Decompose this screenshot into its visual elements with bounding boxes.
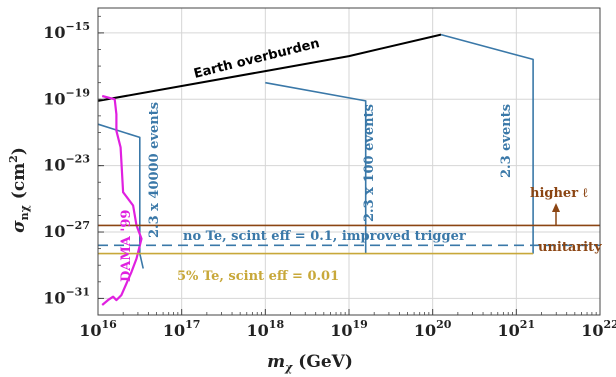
x-tick-label: 1020 bbox=[414, 318, 452, 340]
ticks: 1016 1017 1018 1019 1020 1021 1022 10−31 10−27 10… bbox=[43, 15, 616, 340]
events-100-label: 2.3 x 100 events bbox=[362, 104, 377, 222]
series-line-dama-99 bbox=[101, 94, 143, 306]
y-axis-title: σnχ (cm2) bbox=[7, 147, 31, 233]
x-tick-label: 1016 bbox=[79, 318, 117, 340]
grid bbox=[97, 8, 601, 315]
events-40000-label: 2.3 x 40000 events bbox=[147, 102, 162, 238]
y-tick-label: 10−31 bbox=[43, 285, 90, 307]
y-tick-label: 10−19 bbox=[43, 86, 90, 108]
earth-overburden-label: Earth overburden bbox=[192, 36, 321, 82]
x-axis-title: mχ (GeV) bbox=[267, 352, 353, 374]
higher-l-arrow bbox=[552, 203, 560, 226]
unitarity-label: unitarity bbox=[538, 240, 602, 255]
series-line-2-3-x-40000-events bbox=[97, 123, 144, 269]
y-tick-label: 10−23 bbox=[43, 153, 90, 175]
x-tick-label: 1017 bbox=[163, 318, 201, 340]
x-tick-label: 1022 bbox=[581, 318, 616, 340]
x-tick-label: 1021 bbox=[498, 318, 536, 340]
dama-label: DAMA '99 bbox=[119, 210, 134, 282]
series-layer bbox=[97, 33, 600, 306]
five-te-label: 5% Te, scint eff = 0.01 bbox=[177, 269, 339, 284]
higher-l-label: higher ℓ bbox=[530, 186, 588, 201]
events-1-label: 2.3 events bbox=[499, 104, 514, 178]
series-line-earth-overburden bbox=[97, 33, 442, 102]
x-tick-label: 1018 bbox=[247, 318, 285, 340]
no-te-label: no Te, scint eff = 0.1, improved trigger bbox=[183, 229, 466, 244]
x-tick-label: 1019 bbox=[330, 318, 368, 340]
y-tick-label: 10−27 bbox=[43, 219, 90, 241]
series-line-2-3-events bbox=[440, 33, 534, 254]
y-tick-label: 10−15 bbox=[43, 20, 90, 42]
series-line-2-3-x-100-events bbox=[265, 81, 367, 254]
